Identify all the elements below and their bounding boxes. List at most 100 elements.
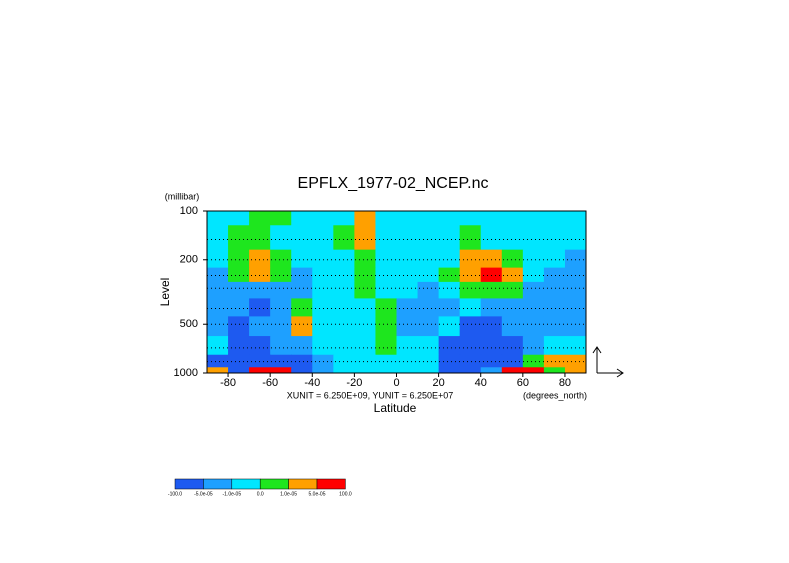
colorbar-label: -5.0e-05: [194, 491, 213, 497]
contour-cell: [333, 316, 355, 337]
contour-cell: [228, 336, 250, 356]
contour-cell: [480, 211, 503, 226]
contour-cell: [438, 336, 461, 356]
contour-cell: [459, 281, 482, 299]
contour-cell: [480, 249, 503, 269]
y-axis-label: Level: [158, 278, 172, 307]
contour-cell: [291, 225, 313, 251]
contour-cell: [312, 249, 334, 269]
y-tick-label: 100: [180, 205, 198, 217]
x-tick-label: 60: [517, 377, 529, 389]
contour-cell: [564, 281, 587, 299]
contour-cell: [459, 316, 482, 337]
contour-field: [207, 211, 587, 374]
contour-cell: [249, 367, 271, 374]
contour-cell: [396, 367, 419, 374]
contour-cell: [543, 367, 566, 374]
contour-cell: [270, 281, 292, 299]
contour-cell: [312, 298, 334, 317]
contour-cell: [249, 298, 271, 317]
colorbar-label: -1.0e-05: [222, 491, 241, 497]
contour-cell: [375, 336, 397, 356]
reference-arrow-horizontal: [597, 368, 624, 378]
contour-cell: [333, 225, 355, 251]
contour-cell: [522, 354, 545, 368]
contour-cell: [270, 316, 292, 337]
contour-cell: [354, 336, 376, 356]
contour-cell: [291, 354, 313, 368]
contour-cell: [396, 225, 419, 251]
contour-cell: [396, 249, 419, 269]
contour-cell: [228, 298, 250, 317]
contour-cell: [375, 267, 397, 283]
chart-title: EPFLX_1977-02_NCEP.nc: [298, 175, 489, 192]
contour-cell: [543, 211, 566, 226]
contour-cell: [312, 316, 334, 337]
y-tick-label: 500: [180, 318, 198, 330]
x-tick-label: 40: [475, 377, 487, 389]
contour-cell: [564, 316, 587, 337]
contour-cell: [375, 225, 397, 251]
contour-cell: [207, 225, 229, 251]
contour-cell: [543, 298, 566, 317]
contour-cell: [522, 298, 545, 317]
contour-cell: [459, 225, 482, 251]
contour-cell: [522, 336, 545, 356]
contour-cell: [543, 316, 566, 337]
contour-cell: [291, 281, 313, 299]
contour-cell: [480, 336, 503, 356]
contour-cell: [375, 298, 397, 317]
contour-cell: [564, 336, 587, 356]
contour-cell: [417, 298, 440, 317]
contour-cell: [249, 316, 271, 337]
colorbar-label: 1.0e-05: [280, 491, 297, 497]
contour-cell: [249, 281, 271, 299]
contour-cell: [207, 281, 229, 299]
contour-cell: [501, 336, 524, 356]
contour-cell: [396, 298, 419, 317]
contour-cell: [228, 316, 250, 337]
contour-cell: [543, 249, 566, 269]
contour-cell: [354, 298, 376, 317]
contour-cell: [291, 211, 313, 226]
contour-cell: [354, 281, 376, 299]
contour-cell: [480, 316, 503, 337]
contour-cell: [333, 249, 355, 269]
contour-cell: [396, 211, 419, 226]
contour-cell: [333, 211, 355, 226]
contour-cell: [354, 354, 376, 368]
contour-cell: [564, 225, 587, 251]
contour-cell: [228, 267, 250, 283]
contour-cell: [501, 354, 524, 368]
contour-cell: [459, 298, 482, 317]
contour-cell: [417, 316, 440, 337]
colorbar-label: 100.0: [339, 491, 352, 497]
x-units: (degrees_north): [523, 390, 587, 400]
contour-cell: [459, 249, 482, 269]
contour-cell: [396, 336, 419, 356]
contour-cell: [438, 281, 461, 299]
contour-cell: [375, 211, 397, 226]
contour-cell: [438, 316, 461, 337]
reference-arrows: [592, 346, 624, 378]
contour-cell: [291, 367, 313, 374]
contour-cell: [312, 336, 334, 356]
contour-cell: [564, 211, 587, 226]
contour-cell: [522, 367, 545, 374]
contour-cell: [564, 298, 587, 317]
contour-cell: [228, 354, 250, 368]
contour-cell: [333, 367, 355, 374]
contour-cell: [396, 316, 419, 337]
contour-cell: [417, 211, 440, 226]
contour-cell: [228, 367, 250, 374]
contour-cell: [375, 281, 397, 299]
contour-cell: [543, 225, 566, 251]
contour-cell: [438, 225, 461, 251]
contour-cell: [375, 367, 397, 374]
contour-cell: [438, 267, 461, 283]
contour-cell: [207, 249, 229, 269]
contour-cell: [207, 267, 229, 283]
contour-cell: [459, 336, 482, 356]
contour-cell: [291, 316, 313, 337]
contour-cell: [312, 225, 334, 251]
